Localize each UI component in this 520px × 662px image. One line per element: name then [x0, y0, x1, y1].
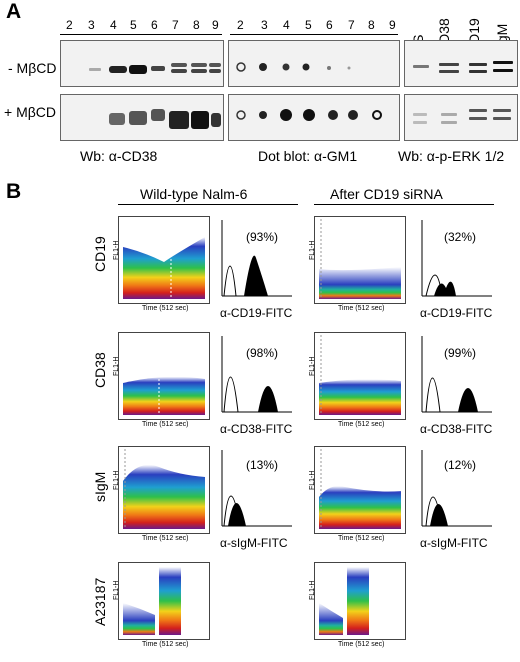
time-axis-label: Time (512 sec) — [142, 421, 189, 428]
western-blot-cd38-plus — [60, 94, 224, 141]
fl1h-axis-label: FL1-H — [309, 356, 316, 376]
dot-blot-gm1-minus — [228, 40, 400, 87]
lane-label: 2 — [237, 18, 244, 32]
lane-label: 8 — [193, 18, 200, 32]
density-plot-cd38-wt — [118, 332, 210, 420]
caption-dot-gm1: Dot blot: α-GM1 — [258, 148, 358, 164]
lane-label: 4 — [110, 18, 117, 32]
time-axis-label: Time (512 sec) — [338, 535, 385, 542]
xlabel-cd38-sirna: α-CD38-FITC — [420, 422, 493, 436]
density-plot-a23187-wt — [118, 562, 210, 640]
lane-label: 8 — [368, 18, 375, 32]
density-plot-cd19-sirna — [314, 216, 406, 304]
row-label-sigm: sIgM — [92, 471, 108, 502]
xlabel-cd38-wt: α-CD38-FITC — [220, 422, 293, 436]
time-axis-label: Time (512 sec) — [338, 305, 385, 312]
row-label-a23187: A23187 — [92, 577, 108, 626]
fl1h-axis-label: FL1-H — [113, 580, 120, 600]
lane-underline — [230, 34, 398, 35]
density-plot-cd38-sirna — [314, 332, 406, 420]
density-plot-sigm-sirna — [314, 446, 406, 534]
fl1h-axis-label: FL1-H — [113, 356, 120, 376]
time-axis-label: Time (512 sec) — [338, 641, 385, 648]
xlabel-sigm-wt: α-sIgM-FITC — [220, 536, 288, 550]
lane-label: 7 — [348, 18, 355, 32]
percent-cd19-wt: (93%) — [246, 230, 279, 244]
lane-label: 5 — [305, 18, 312, 32]
histogram-cd38-wt — [216, 332, 294, 418]
lane-label: 7 — [172, 18, 179, 32]
time-axis-label: Time (512 sec) — [142, 535, 189, 542]
caption-wb-perk: Wb: α-p-ERK 1/2 — [398, 148, 505, 164]
time-axis-label: Time (512 sec) — [142, 641, 189, 648]
time-axis-label: Time (512 sec) — [338, 421, 385, 428]
percent-cd38-sirna: (99%) — [444, 346, 477, 360]
lane-label: 9 — [389, 18, 396, 32]
lane-label: 4 — [283, 18, 290, 32]
xlabel-sigm-sirna: α-sIgM-FITC — [420, 536, 488, 550]
xlabel-cd19-wt: α-CD19-FITC — [220, 306, 293, 320]
percent-sigm-sirna: (12%) — [444, 458, 477, 472]
density-plot-a23187-sirna — [314, 562, 406, 640]
lane-label: 6 — [326, 18, 333, 32]
panel-b-letter: B — [6, 180, 22, 203]
title-underline-left — [118, 204, 298, 205]
lane-label: 3 — [88, 18, 95, 32]
dot-blot-gm1-plus — [228, 94, 400, 141]
fl1h-axis-label: FL1-H — [113, 470, 120, 490]
title-underline-right — [314, 204, 494, 205]
percent-cd19-sirna: (32%) — [444, 230, 477, 244]
western-blot-perk-plus — [404, 94, 518, 141]
histogram-sigm-sirna — [416, 446, 494, 532]
fl1h-axis-label: FL1-H — [113, 240, 120, 260]
fl1h-axis-label: FL1-H — [309, 470, 316, 490]
histogram-cd19-sirna — [416, 216, 494, 302]
panel-a-letter: A — [6, 0, 22, 23]
percent-cd38-wt: (98%) — [246, 346, 279, 360]
fl1h-axis-label: FL1-H — [309, 240, 316, 260]
lane-label: 3 — [261, 18, 268, 32]
lane-underline — [60, 34, 222, 35]
histogram-cd19-wt — [216, 216, 294, 302]
density-plot-sigm-wt — [118, 446, 210, 534]
western-blot-perk-minus — [404, 40, 518, 87]
xlabel-cd19-sirna: α-CD19-FITC — [420, 306, 493, 320]
percent-sigm-wt: (13%) — [246, 458, 279, 472]
lane-label: 2 — [66, 18, 73, 32]
histogram-cd38-sirna — [416, 332, 494, 418]
row-label-cd38: CD38 — [92, 352, 108, 388]
row-label-cd19: CD19 — [92, 236, 108, 272]
fl1h-axis-label: FL1-H — [309, 580, 316, 600]
row-label-minus-mbcd: - MβCD — [8, 60, 57, 76]
density-plot-cd19-wt — [118, 216, 210, 304]
lane-label: 9 — [212, 18, 219, 32]
lane-label: 6 — [151, 18, 158, 32]
western-blot-cd38-minus — [60, 40, 224, 87]
histogram-sigm-wt — [216, 446, 294, 532]
time-axis-label: Time (512 sec) — [142, 305, 189, 312]
title-wild-type: Wild-type Nalm-6 — [140, 186, 248, 202]
title-after-sirna: After CD19 siRNA — [330, 186, 443, 202]
row-label-plus-mbcd: + MβCD — [4, 104, 57, 120]
caption-wb-cd38: Wb: α-CD38 — [80, 148, 158, 164]
lane-label: 5 — [130, 18, 137, 32]
